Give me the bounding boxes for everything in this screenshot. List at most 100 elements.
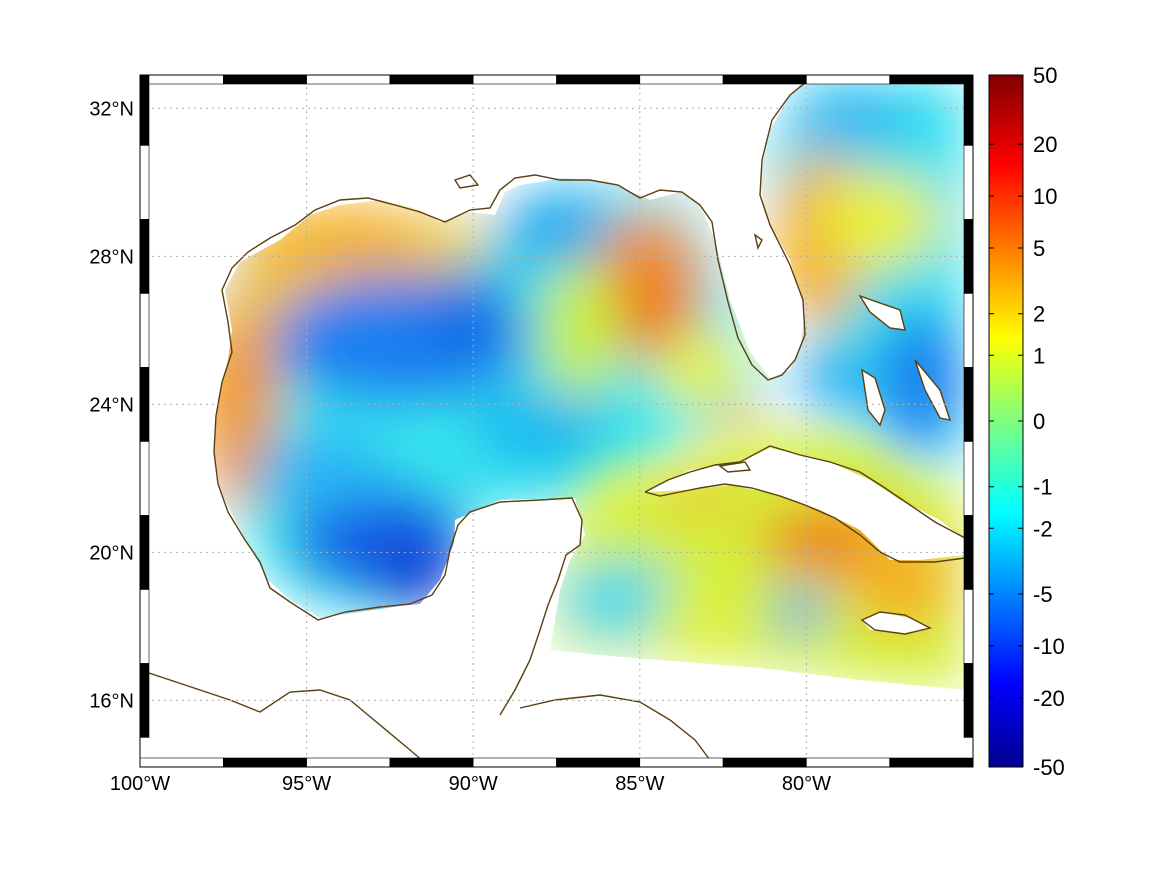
frame-bar-bottom bbox=[389, 757, 474, 768]
frame-bar-right bbox=[963, 74, 974, 146]
colorbar-tick-label: -2 bbox=[1033, 516, 1053, 541]
frame-bar-top bbox=[389, 74, 474, 85]
lon-tick-label: 90°W bbox=[449, 773, 498, 795]
field-blob bbox=[650, 590, 750, 650]
frame-bar-right bbox=[963, 367, 974, 442]
frame-bar-left bbox=[139, 219, 150, 294]
frame-bar-right bbox=[963, 219, 974, 294]
lon-tick-label: 95°W bbox=[282, 773, 331, 795]
longitude-labels: 100°W 95°W 90°W 85°W 80°W bbox=[110, 773, 831, 795]
lat-tick-label: 24°N bbox=[89, 394, 134, 416]
coastline-andros bbox=[861, 368, 886, 427]
frame-bar-bottom bbox=[306, 757, 391, 768]
ocean-anomaly-field bbox=[200, 185, 770, 615]
frame-bar-left bbox=[139, 441, 150, 516]
atlantic-field bbox=[765, 80, 965, 470]
land-jamaica bbox=[862, 612, 930, 634]
frame-bar-right bbox=[963, 293, 974, 368]
land-andros bbox=[862, 370, 885, 425]
field-blob bbox=[540, 260, 620, 400]
coastline-jamaica bbox=[860, 611, 932, 635]
field-blob bbox=[820, 170, 940, 270]
frame-bar-top bbox=[223, 74, 307, 85]
field-blob bbox=[720, 405, 760, 445]
frame-bar-bottom bbox=[639, 757, 724, 768]
field-blob bbox=[410, 215, 490, 265]
latitude-labels: 32°N 28°N 24°N 20°N 16°N bbox=[89, 98, 134, 712]
lon-tick-label: 85°W bbox=[615, 773, 664, 795]
frame-bar-top bbox=[806, 74, 891, 85]
colorbar-tick-label: 10 bbox=[1033, 184, 1057, 209]
frame-bar-left bbox=[139, 367, 150, 442]
frame-bar-bottom bbox=[223, 757, 307, 768]
colorbar-tick-label: -10 bbox=[1033, 634, 1065, 659]
frame-bar-top bbox=[139, 74, 224, 85]
coastline-florida-lake bbox=[753, 233, 763, 251]
graticule bbox=[140, 75, 973, 767]
frame-bar-top bbox=[889, 74, 974, 85]
colorbar-tick-label: -5 bbox=[1033, 582, 1053, 607]
frame-bar-right bbox=[963, 145, 974, 220]
frame-bar-left bbox=[139, 145, 150, 220]
frame-bar-right bbox=[963, 589, 974, 664]
map-border bbox=[139, 74, 974, 768]
colorbar-gradient bbox=[988, 74, 1024, 768]
coastline-eleuthera bbox=[914, 359, 952, 421]
lat-tick-label: 20°N bbox=[89, 542, 134, 564]
colorbar-tick-label: -50 bbox=[1033, 755, 1065, 780]
frame-bar-bottom bbox=[472, 757, 557, 768]
frame-bar-bottom bbox=[889, 757, 974, 768]
coastline-abaco bbox=[858, 294, 906, 331]
colorbar-tick-label: 2 bbox=[1033, 302, 1045, 327]
coastline-isla-juventud bbox=[718, 461, 752, 473]
field-blob bbox=[770, 588, 830, 632]
lon-tick-label: 80°W bbox=[782, 773, 831, 795]
frame-bar-left bbox=[139, 589, 150, 664]
colorbar-tick-label: 50 bbox=[1033, 63, 1057, 88]
frame-bar-top bbox=[639, 74, 724, 85]
land-abaco bbox=[860, 296, 905, 330]
land-yucatan bbox=[450, 498, 585, 640]
frame-bar-top bbox=[306, 74, 391, 85]
frame-bar-left bbox=[139, 293, 150, 368]
lon-tick-label: 100°W bbox=[110, 773, 170, 795]
frame-bar-right bbox=[963, 663, 974, 738]
frame-bar-right bbox=[963, 515, 974, 590]
coastline-us-mexico bbox=[213, 75, 816, 716]
colorbar-tick-label: 5 bbox=[1033, 236, 1045, 261]
field-blob bbox=[800, 350, 860, 410]
coastline-lake-pontchartrain bbox=[453, 174, 480, 189]
field-blob bbox=[250, 430, 390, 510]
field-blob bbox=[620, 290, 680, 350]
field-blob bbox=[500, 190, 620, 270]
colorbar-tick-label: 20 bbox=[1033, 132, 1057, 157]
frame-bar-top bbox=[472, 74, 557, 85]
land-us-north bbox=[140, 75, 810, 378]
colorbar-tick-label: 0 bbox=[1033, 409, 1045, 434]
frame-bar-bottom bbox=[806, 757, 891, 768]
frame-bar-bottom bbox=[556, 757, 641, 768]
lat-tick-label: 16°N bbox=[89, 690, 134, 712]
lat-tick-label: 28°N bbox=[89, 246, 134, 268]
frame-bar-right bbox=[963, 441, 974, 516]
frame-bar-left bbox=[139, 74, 150, 146]
field-blob bbox=[790, 85, 910, 155]
map-panel bbox=[139, 74, 974, 768]
land-eleuthera bbox=[915, 360, 950, 420]
frame-bar-left bbox=[139, 663, 150, 738]
coastline-cuba bbox=[644, 445, 966, 563]
frame-bar-bottom bbox=[722, 757, 807, 768]
field-blob bbox=[420, 270, 520, 370]
field-blob bbox=[655, 330, 745, 410]
field-blob bbox=[660, 482, 740, 518]
colorbar-tick-label: 1 bbox=[1033, 343, 1045, 368]
coastline-central-america bbox=[140, 669, 431, 767]
colorbar-tick-label: -1 bbox=[1033, 475, 1053, 500]
field-blob bbox=[875, 310, 965, 450]
frame-bar-left bbox=[139, 515, 150, 590]
field-blob bbox=[470, 390, 610, 470]
land-cuba bbox=[645, 448, 965, 560]
